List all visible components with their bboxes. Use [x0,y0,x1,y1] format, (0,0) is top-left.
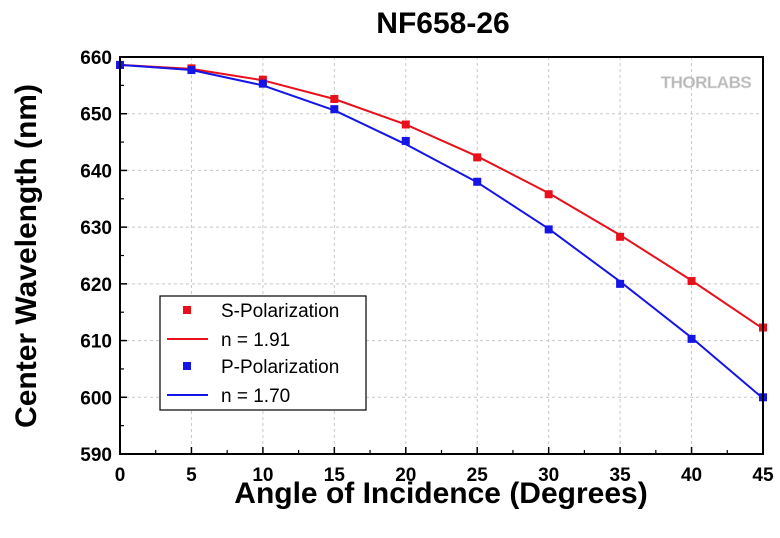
y-tick-label: 620 [80,275,112,296]
data-point-s-polarization [330,94,339,103]
x-tick-label: 10 [252,465,273,486]
grid [120,57,763,454]
data-point-p-polarization [473,177,482,186]
legend-label-s-fit: n = 1.91 [221,330,290,351]
series-line-n-1-91 [119,63,764,330]
series-line-n-1-70 [119,63,764,400]
y-axis-label: Center Wavelength (nm) [10,84,43,428]
data-point-p-polarization [330,105,339,114]
data-point-p-polarization [187,66,196,75]
y-axis-ticks: 590 600 610 620 630 640 650 660 [80,48,127,466]
legend-marker-s-polarization [183,306,191,314]
data-point-s-polarization [544,190,553,199]
legend: S-Polarization n = 1.91 P-Polarization n… [159,295,367,411]
legend-label-p-polarization: P-Polarization [221,357,339,378]
chart-title: NF658-26 [376,7,509,40]
y-tick-label: 600 [80,388,112,409]
x-tick-label: 5 [186,465,197,486]
y-tick-label: 660 [80,48,112,69]
data-point-s-polarization [401,120,410,129]
x-tick-label: 45 [752,465,774,486]
y-tick-label: 650 [80,105,112,126]
data-point-p-polarization [258,79,267,88]
x-axis-label: Angle of Incidence (Degrees) [234,477,647,510]
y-tick-label: 610 [80,332,112,353]
data-point-p-polarization [401,136,410,145]
y-tick-label: 640 [80,161,112,182]
logo-text: THORLABS [661,73,752,92]
series-points [116,60,767,402]
data-point-p-polarization [616,279,625,288]
x-tick-label: 35 [610,465,632,486]
data-point-s-polarization [616,232,625,241]
x-tick-label: 40 [681,465,702,486]
data-point-p-polarization [687,334,696,343]
x-tick-label: 20 [395,465,416,486]
y-tick-label: 630 [80,218,112,239]
legend-box [159,295,367,411]
x-axis-ticks: 0 5 10 15 20 25 30 35 40 45 [115,447,774,486]
x-tick-label: 25 [467,465,489,486]
x-tick-label: 15 [324,465,346,486]
data-point-s-polarization [473,153,482,162]
y-tick-label: 590 [80,445,112,466]
x-tick-label: 0 [115,465,126,486]
data-point-p-polarization [544,225,553,234]
data-point-s-polarization [687,277,696,286]
legend-label-s-polarization: S-Polarization [221,301,339,322]
series-lines [119,63,764,400]
legend-marker-p-polarization [183,362,191,370]
x-tick-label: 30 [538,465,559,486]
watermark-logo: THORLABS [660,73,752,93]
legend-label-p-fit: n = 1.70 [221,386,290,407]
